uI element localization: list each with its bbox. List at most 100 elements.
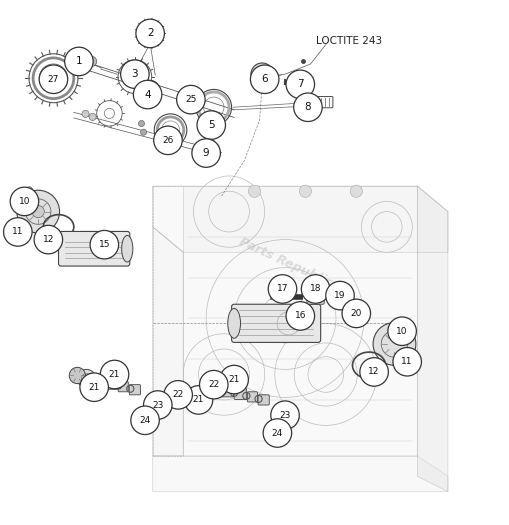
FancyBboxPatch shape	[129, 385, 140, 395]
Circle shape	[393, 348, 421, 376]
Text: 12: 12	[43, 235, 54, 244]
Circle shape	[301, 275, 330, 303]
Circle shape	[192, 139, 220, 167]
Ellipse shape	[122, 236, 133, 262]
Text: 17: 17	[277, 285, 288, 293]
Circle shape	[184, 386, 213, 414]
Circle shape	[350, 185, 362, 197]
Text: 11: 11	[12, 227, 23, 236]
Text: 8: 8	[304, 102, 312, 112]
Text: 1: 1	[75, 57, 82, 67]
Circle shape	[342, 299, 371, 328]
Circle shape	[133, 80, 162, 109]
Text: Parts Republic: Parts Republic	[237, 235, 333, 290]
Circle shape	[360, 358, 388, 386]
Polygon shape	[153, 456, 448, 491]
Circle shape	[299, 185, 312, 197]
Text: LOCTITE 243: LOCTITE 243	[316, 36, 382, 46]
Circle shape	[347, 301, 365, 319]
Text: 22: 22	[173, 391, 184, 400]
Circle shape	[271, 401, 299, 429]
FancyBboxPatch shape	[234, 388, 246, 400]
Text: 7: 7	[297, 79, 304, 89]
Circle shape	[77, 370, 96, 388]
Text: 22: 22	[208, 380, 219, 389]
Circle shape	[177, 86, 205, 114]
Text: 6: 6	[261, 74, 268, 84]
Text: 10: 10	[19, 197, 30, 206]
Circle shape	[263, 419, 292, 447]
Text: 15: 15	[99, 240, 110, 249]
Circle shape	[69, 368, 86, 384]
Text: 11: 11	[402, 357, 413, 366]
Circle shape	[161, 130, 178, 146]
Text: 16: 16	[295, 311, 306, 320]
Text: 25: 25	[185, 95, 196, 104]
Circle shape	[286, 70, 315, 99]
FancyBboxPatch shape	[90, 374, 104, 387]
Circle shape	[154, 126, 182, 154]
Circle shape	[209, 379, 227, 397]
Text: 12: 12	[369, 368, 380, 376]
Text: 27: 27	[48, 75, 59, 84]
Polygon shape	[153, 227, 183, 456]
Text: 18: 18	[310, 285, 321, 293]
Circle shape	[275, 406, 293, 424]
Circle shape	[17, 190, 60, 233]
Circle shape	[34, 225, 63, 254]
FancyBboxPatch shape	[232, 304, 321, 342]
Circle shape	[200, 371, 228, 399]
Circle shape	[89, 113, 96, 121]
Polygon shape	[417, 186, 448, 491]
Text: 20: 20	[351, 309, 362, 318]
Circle shape	[80, 373, 108, 402]
Polygon shape	[153, 186, 448, 253]
Text: 21: 21	[193, 395, 204, 404]
Circle shape	[121, 60, 149, 88]
Text: 2: 2	[147, 28, 154, 38]
Circle shape	[286, 302, 315, 330]
Circle shape	[87, 56, 97, 67]
Circle shape	[39, 65, 68, 93]
Text: 3: 3	[131, 69, 138, 79]
Text: 23: 23	[152, 401, 163, 410]
FancyBboxPatch shape	[118, 382, 128, 392]
Circle shape	[248, 185, 261, 197]
Circle shape	[32, 205, 44, 218]
Ellipse shape	[228, 308, 241, 338]
Circle shape	[220, 365, 248, 394]
FancyBboxPatch shape	[258, 395, 269, 405]
Circle shape	[141, 80, 159, 99]
Text: ®: ®	[330, 280, 342, 291]
Circle shape	[82, 110, 89, 118]
Circle shape	[268, 275, 297, 303]
Circle shape	[251, 63, 273, 86]
Text: 26: 26	[162, 136, 174, 145]
FancyBboxPatch shape	[247, 392, 258, 402]
FancyBboxPatch shape	[219, 385, 234, 397]
Text: 21: 21	[109, 370, 120, 379]
Text: 9: 9	[203, 148, 210, 158]
Circle shape	[65, 47, 93, 76]
Text: 19: 19	[334, 291, 346, 300]
FancyBboxPatch shape	[307, 289, 324, 304]
Text: 24: 24	[272, 428, 283, 437]
Circle shape	[326, 281, 354, 310]
Text: 5: 5	[208, 120, 215, 130]
Text: 21: 21	[89, 383, 100, 392]
FancyBboxPatch shape	[105, 378, 117, 389]
Circle shape	[90, 230, 119, 259]
Circle shape	[197, 111, 225, 139]
Circle shape	[271, 418, 287, 435]
Text: 23: 23	[279, 411, 291, 419]
FancyBboxPatch shape	[59, 232, 130, 266]
Text: 24: 24	[139, 416, 151, 425]
Text: 4: 4	[144, 90, 151, 100]
Circle shape	[138, 121, 145, 127]
Circle shape	[100, 360, 129, 388]
Text: 21: 21	[229, 375, 240, 384]
Circle shape	[402, 319, 408, 325]
Polygon shape	[183, 186, 417, 456]
Circle shape	[26, 187, 33, 193]
Circle shape	[136, 19, 164, 48]
